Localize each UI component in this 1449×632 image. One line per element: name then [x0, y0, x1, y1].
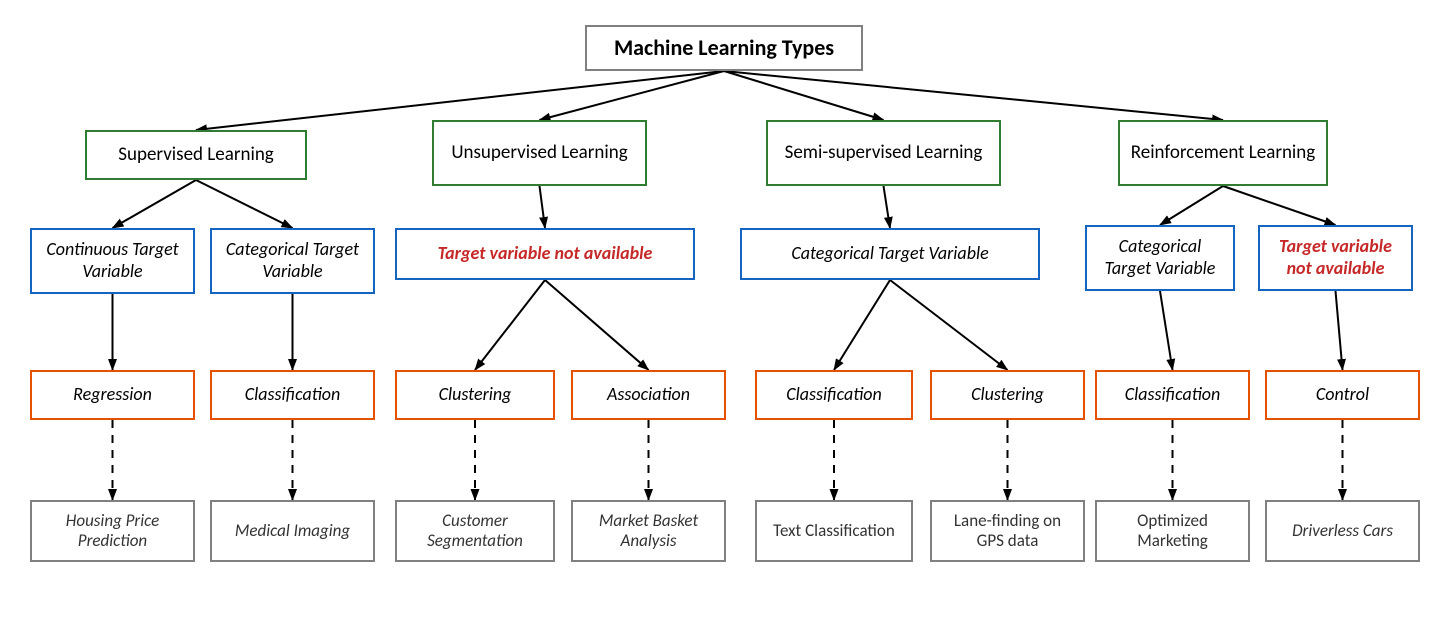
node-label: Categorical Target Variable [791, 243, 988, 265]
node-label: Driverless Cars [1292, 521, 1393, 541]
edge-root-to-unsup [540, 71, 725, 120]
edge-unsup_t-to-m_assoc [545, 280, 649, 370]
node-label: Target variable not available [1268, 236, 1403, 279]
node-label: Classification [245, 384, 341, 406]
node-label: Housing Price Prediction [40, 511, 185, 552]
node-label: Customer Segmentation [405, 511, 545, 552]
node-label: Association [607, 384, 690, 406]
node-reinf_t2: Target variable not available [1258, 225, 1413, 291]
node-sup_t1: Continuous Target Variable [30, 228, 195, 294]
node-e_hpp: Housing Price Prediction [30, 500, 195, 562]
edge-sup-to-sup_t1 [113, 180, 197, 228]
node-e_mkt: Optimized Marketing [1095, 500, 1250, 562]
node-m_ctrl: Control [1265, 370, 1420, 420]
edge-reinf-to-reinf_t2 [1223, 186, 1336, 225]
node-sup_t2: Categorical Target Variable [210, 228, 375, 294]
node-label: Optimized Marketing [1105, 511, 1240, 552]
node-label: Lane-finding on GPS data [940, 511, 1075, 552]
node-e_mba: Market Basket Analysis [571, 500, 726, 562]
node-label: Medical Imaging [235, 521, 350, 541]
edge-reinf_t1-to-m_clas3 [1160, 291, 1173, 370]
node-m_reg: Regression [30, 370, 195, 420]
node-semi_t: Categorical Target Variable [740, 228, 1040, 280]
node-sup: Supervised Learning [85, 130, 307, 180]
node-semi: Semi-supervised Learning [766, 120, 1001, 186]
node-label: Reinforcement Learning [1131, 142, 1315, 165]
node-label: Unsupervised Learning [451, 142, 627, 165]
node-e_cust: Customer Segmentation [395, 500, 555, 562]
node-m_assoc: Association [571, 370, 726, 420]
node-reinf_t1: Categorical Target Variable [1085, 225, 1235, 291]
node-e_cars: Driverless Cars [1265, 500, 1420, 562]
node-root: Machine Learning Types [585, 25, 863, 71]
node-label: Control [1316, 384, 1369, 406]
edge-semi_t-to-m_clas2 [834, 280, 890, 370]
edge-root-to-reinf [724, 71, 1223, 120]
node-label: Classification [1125, 384, 1221, 406]
node-label: Categorical Target Variable [1095, 236, 1225, 279]
node-label: Clustering [971, 384, 1044, 406]
node-label: Text Classification [773, 521, 895, 541]
node-m_clas2: Classification [755, 370, 913, 420]
node-m_clus2: Clustering [930, 370, 1085, 420]
diagram-canvas: Machine Learning Types Supervised Learnin… [0, 0, 1449, 632]
node-unsup_t: Target variable not available [395, 228, 695, 280]
node-e_lane: Lane-finding on GPS data [930, 500, 1085, 562]
edge-semi_t-to-m_clus2 [890, 280, 1008, 370]
node-unsup: Unsupervised Learning [432, 120, 647, 186]
edge-root-to-semi [724, 71, 884, 120]
node-label: Continuous Target Variable [40, 239, 185, 282]
edge-unsup_t-to-m_clus1 [475, 280, 545, 370]
node-e_text: Text Classification [755, 500, 913, 562]
node-reinf: Reinforcement Learning [1118, 120, 1328, 186]
edge-reinf-to-reinf_t1 [1160, 186, 1223, 225]
node-m_clas1: Classification [210, 370, 375, 420]
edge-reinf_t2-to-m_ctrl [1336, 291, 1343, 370]
edge-sup-to-sup_t2 [196, 180, 293, 228]
node-m_clus1: Clustering [395, 370, 555, 420]
node-label: Semi-supervised Learning [785, 142, 983, 165]
node-label: Classification [786, 384, 882, 406]
edge-unsup-to-unsup_t [540, 186, 546, 228]
node-label: Categorical Target Variable [220, 239, 365, 282]
node-label: Machine Learning Types [614, 35, 834, 61]
node-e_med: Medical Imaging [210, 500, 375, 562]
edge-semi-to-semi_t [884, 186, 891, 228]
node-label: Market Basket Analysis [581, 511, 716, 552]
node-m_clas3: Classification [1095, 370, 1250, 420]
node-label: Clustering [439, 384, 512, 406]
node-label: Supervised Learning [118, 144, 274, 167]
node-label: Target variable not available [438, 243, 653, 265]
node-label: Regression [73, 384, 152, 406]
